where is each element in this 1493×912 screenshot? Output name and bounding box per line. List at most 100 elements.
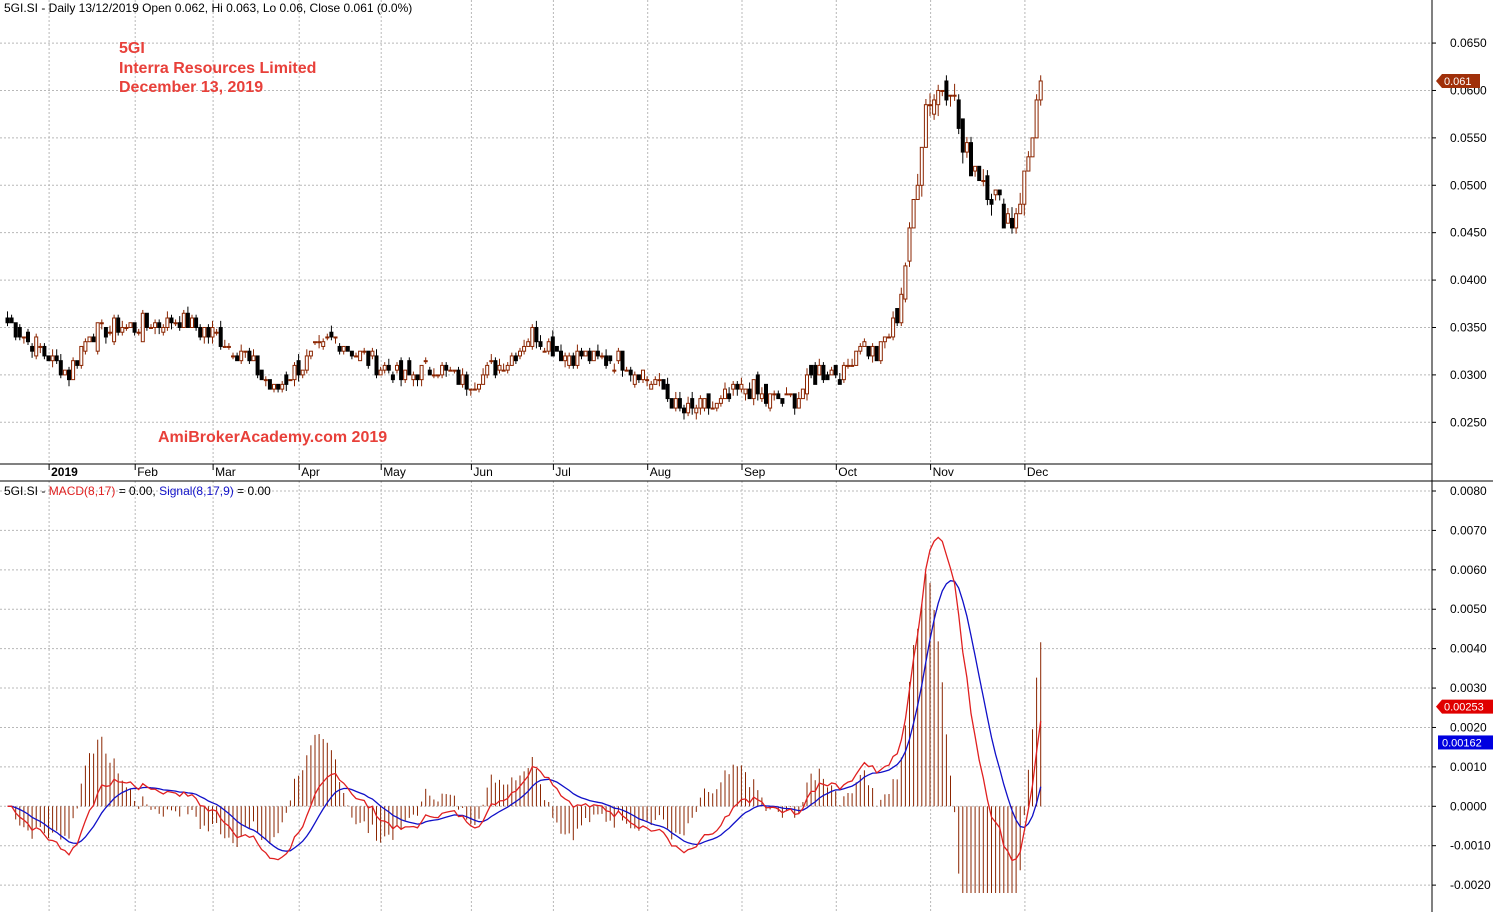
price-tick-label: 0.0650 (1450, 36, 1487, 50)
candle-body-up (382, 364, 387, 371)
candle-body-up (796, 398, 801, 409)
candle-body-up (497, 364, 502, 371)
candle-body-up (1038, 80, 1043, 101)
candle-body-up (165, 317, 170, 328)
candle-body-down (58, 360, 63, 376)
candle-body-up (149, 326, 153, 329)
candle-body-down (813, 364, 818, 385)
macd-line (7, 536, 1042, 862)
candle-body-down (276, 383, 281, 390)
candle-body-up (403, 369, 408, 381)
candle-body-down (67, 369, 71, 381)
macd-tick-label: 0.0060 (1450, 563, 1487, 577)
candle-body-up (181, 312, 186, 328)
signal-legend-value: = 0.00 (234, 484, 271, 498)
candle-body-up (161, 326, 166, 333)
signal-last-tag: 0.00162 (1438, 735, 1493, 750)
candle-body-up (50, 355, 55, 362)
candle-body-up (686, 402, 691, 414)
candle-body-up (308, 350, 313, 357)
candle-body-down (706, 393, 711, 409)
candle-body-up (919, 146, 924, 186)
candle-body-down (386, 364, 391, 371)
candle-body-down (17, 326, 22, 338)
candle-body-down (267, 379, 272, 390)
candle-body-up (468, 388, 473, 391)
candle-body-up (419, 364, 424, 381)
candle-body-up (325, 336, 330, 339)
month-label: Sep (744, 465, 766, 479)
candle-body-up (915, 184, 920, 200)
candle-body-up (899, 293, 904, 324)
candle-body-up (694, 407, 699, 414)
candle-body-up (800, 388, 805, 400)
candle-body-up (1034, 99, 1039, 139)
candle-body-up (563, 355, 568, 362)
candle-body-up (862, 341, 867, 347)
candle-body-up (981, 180, 986, 183)
signal-last-tag-background (1438, 735, 1493, 750)
candle-body-up (718, 398, 723, 404)
annotation-ticker: 5GI (119, 40, 145, 57)
macd-last-tag-label: 0.00253 (1444, 702, 1484, 714)
candle-body-up (120, 326, 125, 333)
candle-body-down (103, 326, 108, 338)
candle-body-up (1005, 213, 1010, 224)
candle-body-down (809, 364, 814, 376)
candle-body-up (226, 345, 231, 348)
candle-body-up (243, 350, 248, 353)
macd-axis-ticks: -0.0020 -0.0010 0.0000 0.0010 0.0020 0.0030 0.… (1432, 484, 1491, 892)
candle-body-down (75, 360, 80, 366)
candle-body-up (948, 94, 953, 97)
candle-body-up (300, 369, 305, 376)
candle-body-up (567, 355, 572, 366)
candle-body-up (612, 369, 617, 372)
candle-body-up (481, 374, 486, 385)
candle-body-up (214, 331, 219, 334)
candle-body-up (624, 369, 629, 372)
candle-body-down (895, 308, 900, 324)
candle-body-down (866, 345, 871, 357)
candle-body-up (321, 341, 326, 347)
candle-body-up (829, 369, 834, 376)
candle-body-down (776, 393, 781, 400)
candle-body-down (132, 322, 137, 333)
macd-tick-label: 0.0070 (1450, 523, 1487, 537)
candle-body-down (26, 331, 30, 343)
candle-body-up (87, 336, 92, 343)
candle-body-up (34, 336, 39, 357)
candle-body-down (755, 374, 760, 395)
candle-body-up (1022, 170, 1027, 205)
candle-body-down (407, 360, 412, 376)
month-label: Dec (1027, 465, 1048, 479)
candle-body-down (764, 383, 768, 404)
candle-body-down (399, 360, 404, 381)
candle-body-up (448, 369, 453, 372)
candle-body-down (677, 398, 682, 409)
annotation-company: Interra Resources Limited (119, 60, 316, 77)
candle-body-up (522, 345, 527, 352)
candle-body-down (91, 336, 96, 343)
macd-panel-title: 5GI.SI - MACD(8,17) = 0.00, Signal(8,17,… (4, 484, 271, 498)
candle-body-down (345, 345, 350, 352)
price-grid (0, 0, 1432, 464)
candle-body-up (940, 89, 945, 92)
candle-body-up (772, 393, 777, 396)
candle-body-up (759, 393, 764, 400)
macd-legend-name: MACD(8,17) (49, 484, 116, 498)
candle-body-down (825, 374, 830, 381)
macd-tick-label: 0.0010 (1450, 760, 1487, 774)
candle-body-up (440, 364, 445, 376)
candle-body-down (1001, 203, 1006, 229)
candle-body-up (649, 383, 654, 390)
candle-body-down (493, 360, 498, 376)
candle-body-up (272, 383, 276, 390)
candle-body-up (743, 388, 748, 395)
candle-body-up (378, 369, 383, 376)
candle-body-down (682, 407, 686, 414)
candle-body-down (608, 355, 613, 362)
candle-body-down (374, 355, 379, 376)
candle-body-up (923, 104, 928, 148)
candle-body-up (95, 322, 100, 352)
